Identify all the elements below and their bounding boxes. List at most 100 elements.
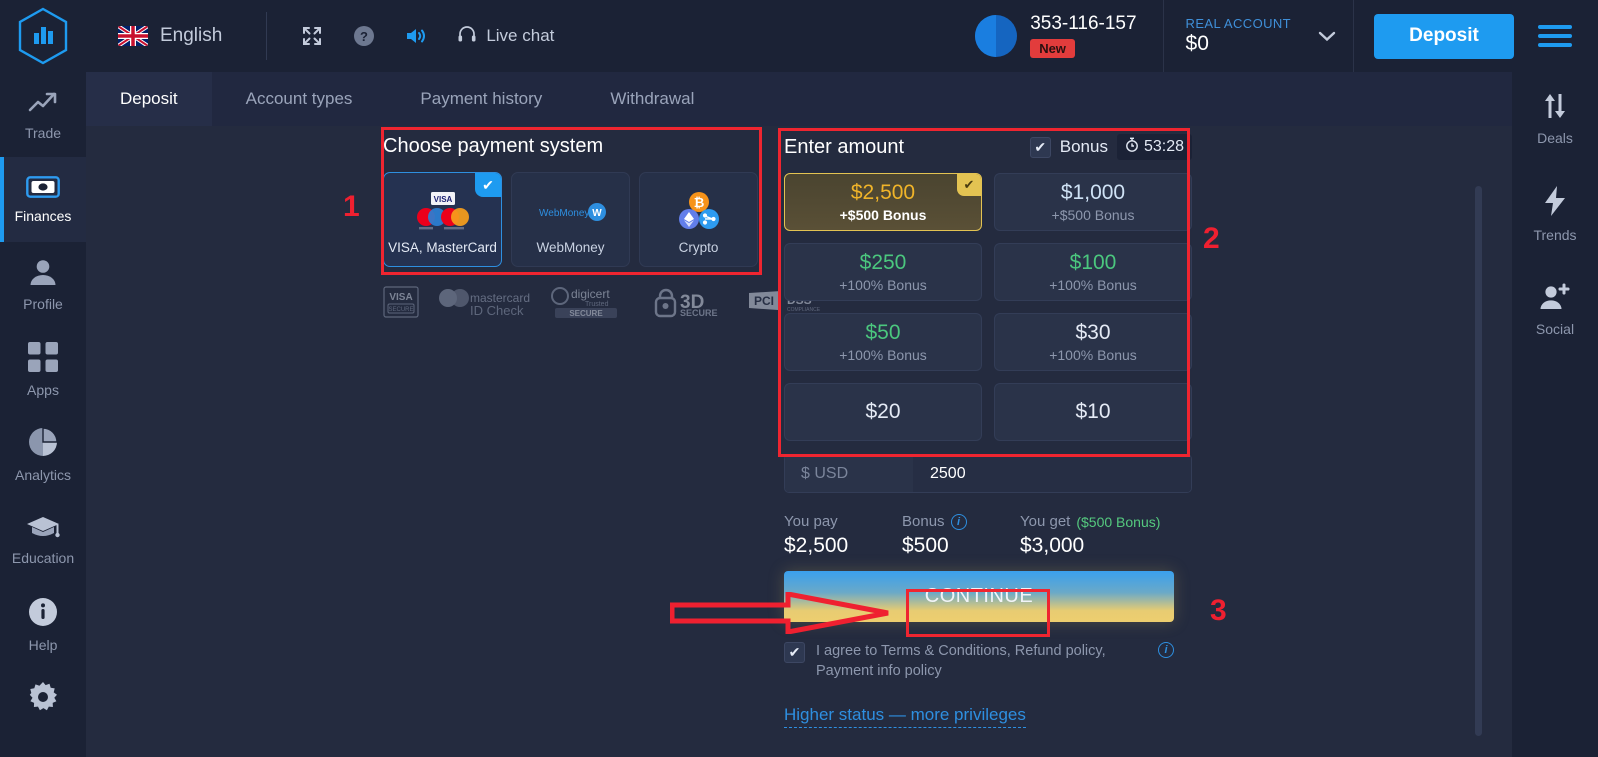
svg-text:digicert: digicert xyxy=(571,287,610,301)
hexagon-logo-icon xyxy=(18,7,68,65)
sidebar-item-apps[interactable]: Apps xyxy=(0,327,86,412)
menu-icon[interactable] xyxy=(1538,25,1572,47)
amount-value: $30 xyxy=(1075,321,1111,344)
sidebar-item-deals[interactable]: Deals xyxy=(1512,72,1598,167)
tab-withdrawal[interactable]: Withdrawal xyxy=(610,89,695,108)
amount-panel: Enter amount ✔ Bonus 53:28 xyxy=(784,134,1192,729)
svg-text:COMPLIANCE: COMPLIANCE xyxy=(787,307,821,313)
svg-text:PCI: PCI xyxy=(754,294,774,308)
header-tools: ? Live chat xyxy=(271,24,554,49)
fullscreen-icon[interactable] xyxy=(301,25,323,47)
amount-sub: +100% Bonus xyxy=(1049,277,1137,293)
account-id: 353-116-157 xyxy=(1030,13,1137,35)
tab-account-types[interactable]: Account types xyxy=(245,89,353,108)
tab-payment-history[interactable]: Payment history xyxy=(420,89,543,108)
amount-value: $50 xyxy=(865,321,901,344)
you-get-note: ($500 Bonus) xyxy=(1076,513,1161,530)
account-type-label: REAL ACCOUNT xyxy=(1185,16,1291,31)
annotation-marker-1: 1 xyxy=(343,190,360,223)
payment-method-crypto[interactable]: ₿ Crypto xyxy=(639,172,758,267)
live-chat-button[interactable]: Live chat xyxy=(457,24,554,49)
crypto-icon: ₿ xyxy=(674,190,724,234)
info-icon[interactable]: i xyxy=(1158,642,1174,658)
you-pay-value: $2,500 xyxy=(784,534,849,557)
svg-text:WebMoney: WebMoney xyxy=(539,208,589,219)
top-header: English ? xyxy=(0,0,1598,72)
bonus-toggle-group: ✔ Bonus 53:28 xyxy=(1029,134,1192,160)
webmoney-icon: WebMoney W xyxy=(535,190,607,234)
divider xyxy=(1162,0,1164,72)
status-badge: New xyxy=(1030,38,1075,58)
you-get-value: $3,000 xyxy=(1020,534,1085,557)
bonus-summary-value: $500 xyxy=(902,534,949,557)
amount-sub: +100% Bonus xyxy=(839,347,927,363)
tab-deposit[interactable]: Deposit xyxy=(86,72,212,126)
amount-value: $250 xyxy=(859,251,907,274)
annotation-marker-3: 3 xyxy=(1210,594,1227,627)
timer-value: 53:28 xyxy=(1143,138,1184,155)
summary-you-get: You get ($500 Bonus) $3,000 xyxy=(1020,513,1160,558)
amount-option-30[interactable]: $30 +100% Bonus xyxy=(994,313,1192,371)
amount-option-20[interactable]: $20 xyxy=(784,383,982,441)
divider xyxy=(1353,0,1354,72)
deposit-button[interactable]: Deposit xyxy=(1374,13,1514,59)
svg-text:VISA: VISA xyxy=(433,195,452,204)
terms-text: I agree to Terms & Conditions, Refund po… xyxy=(816,643,1106,679)
sidebar-item-education[interactable]: Education xyxy=(0,497,86,582)
language-selector[interactable]: English xyxy=(86,0,222,72)
summary-bonus: Bonus i $500 xyxy=(902,513,1020,558)
sidebar-item-help[interactable]: Help xyxy=(0,582,86,667)
sidebar-item-profile[interactable]: Profile xyxy=(0,242,86,327)
sidebar-item-trade[interactable]: Trade xyxy=(0,72,86,157)
terms-checkbox[interactable]: ✔ xyxy=(784,642,805,663)
payment-method-label: VISA, MasterCard xyxy=(388,240,497,255)
header-divider xyxy=(266,12,268,60)
stopwatch-icon xyxy=(1125,137,1139,157)
check-icon: ✔ xyxy=(957,174,981,196)
bonus-label: Bonus xyxy=(1059,137,1108,156)
amount-value: $100 xyxy=(1069,251,1117,274)
sidebar-item-finances[interactable]: Finances xyxy=(0,157,86,242)
amount-header: Enter amount ✔ Bonus 53:28 xyxy=(784,134,1192,160)
sidebar-item-social[interactable]: Social xyxy=(1512,262,1598,357)
amount-option-50[interactable]: $50 +100% Bonus xyxy=(784,313,982,371)
amount-value: $2,500 xyxy=(850,181,916,204)
chevron-down-icon xyxy=(1317,25,1337,48)
sidebar-item-analytics[interactable]: Analytics xyxy=(0,412,86,497)
mastercard-idcheck-badge: mastercard ID Check xyxy=(436,287,532,322)
amount-option-10[interactable]: $10 xyxy=(994,383,1192,441)
amount-option-1000[interactable]: $1,000 +$500 Bonus xyxy=(994,173,1192,231)
sidebar-item-trends[interactable]: Trends xyxy=(1512,167,1598,262)
currency-label[interactable]: $ USD xyxy=(785,455,913,492)
continue-button[interactable]: CONTINUE xyxy=(784,571,1174,622)
tab-bar: Deposit Account types Payment history Wi… xyxy=(86,72,1512,126)
svg-text:mastercard: mastercard xyxy=(470,291,530,305)
you-get-label: You get xyxy=(1020,513,1071,530)
account-type-selector[interactable]: REAL ACCOUNT $0 xyxy=(1164,0,1353,72)
amount-input[interactable]: 2500 xyxy=(913,455,1191,492)
sidebar-label: Analytics xyxy=(14,466,72,483)
you-pay-label: You pay xyxy=(784,513,838,530)
account-info[interactable]: 353-116-157 New xyxy=(965,10,1162,62)
grid-icon xyxy=(28,341,58,375)
higher-status-link[interactable]: Higher status — more privileges xyxy=(784,705,1026,729)
payment-method-webmoney[interactable]: WebMoney W WebMoney xyxy=(511,172,630,267)
sidebar-item-settings[interactable] xyxy=(0,667,86,737)
info-icon[interactable]: i xyxy=(950,513,967,530)
headset-icon xyxy=(457,24,477,49)
bonus-checkbox[interactable]: ✔ xyxy=(1029,136,1051,158)
app-logo[interactable] xyxy=(0,0,86,72)
sidebar-label: Education xyxy=(11,549,75,566)
svg-text:₿: ₿ xyxy=(693,195,704,210)
scrollbar[interactable] xyxy=(1475,186,1482,736)
payment-method-visa-mastercard[interactable]: ✔ VISA VISA, MasterCard xyxy=(383,172,502,267)
terms-row: ✔ I agree to Terms & Conditions, Refund … xyxy=(784,642,1174,681)
payment-system-title: Choose payment system xyxy=(383,135,604,157)
sound-icon[interactable] xyxy=(405,26,427,46)
svg-text:ID Check: ID Check xyxy=(470,303,524,317)
account-area: 353-116-157 New REAL ACCOUNT $0 Deposit xyxy=(965,0,1598,72)
amount-option-250[interactable]: $250 +100% Bonus xyxy=(784,243,982,301)
amount-option-2500[interactable]: ✔ $2,500 +$500 Bonus xyxy=(784,173,982,231)
help-icon[interactable]: ? xyxy=(353,25,375,47)
amount-option-100[interactable]: $100 +100% Bonus xyxy=(994,243,1192,301)
